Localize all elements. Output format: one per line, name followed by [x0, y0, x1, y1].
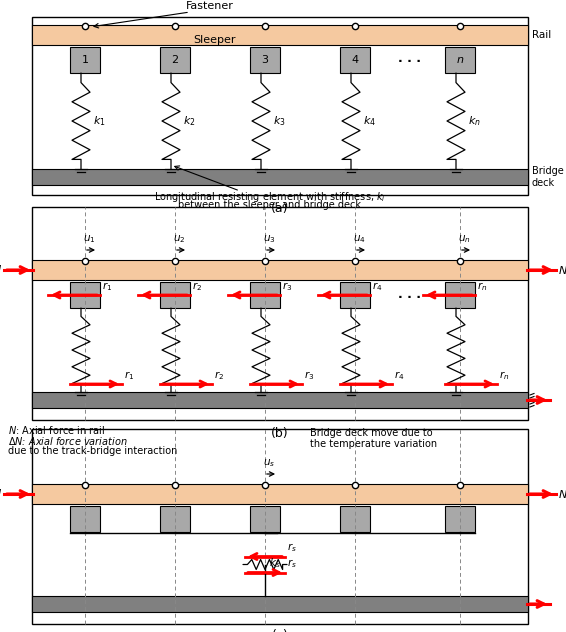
- Text: $r_s$: $r_s$: [287, 542, 297, 554]
- Text: 2: 2: [171, 55, 178, 65]
- Bar: [32, 17, 528, 195]
- Text: Bridge deck move due to: Bridge deck move due to: [310, 428, 432, 438]
- Bar: [32, 207, 528, 420]
- Bar: [32, 596, 528, 612]
- Text: n: n: [457, 55, 464, 65]
- Bar: [340, 506, 370, 532]
- Text: 3: 3: [261, 55, 268, 65]
- Bar: [70, 282, 100, 308]
- Text: (c): (c): [272, 629, 288, 632]
- Text: Fastener: Fastener: [186, 1, 234, 11]
- Text: (a): (a): [271, 202, 289, 215]
- Text: the temperature variation: the temperature variation: [310, 439, 437, 449]
- Text: $N$: $N$: [0, 264, 2, 277]
- Text: $k_s$: $k_s$: [269, 557, 281, 571]
- Text: $k_1$: $k_1$: [93, 114, 106, 128]
- Text: $r_s$: $r_s$: [287, 557, 297, 571]
- Bar: [32, 25, 528, 45]
- Text: $\Delta N$: Axial force variation: $\Delta N$: Axial force variation: [8, 435, 127, 447]
- Text: $r_3$: $r_3$: [282, 280, 292, 293]
- Text: $k_n$: $k_n$: [468, 114, 481, 128]
- Text: Longitudinal resisting element with stiffness, $k_i$: Longitudinal resisting element with stif…: [154, 190, 386, 204]
- Bar: [250, 47, 280, 73]
- Bar: [160, 506, 190, 532]
- Bar: [445, 506, 475, 532]
- Text: $u_1$: $u_1$: [83, 233, 95, 245]
- Text: $r_2$: $r_2$: [192, 280, 202, 293]
- Text: 4: 4: [351, 55, 359, 65]
- Bar: [32, 169, 528, 185]
- Bar: [160, 282, 190, 308]
- Text: $r_4$: $r_4$: [394, 369, 405, 382]
- Text: $r_4$: $r_4$: [372, 280, 383, 293]
- Text: (b): (b): [271, 427, 289, 440]
- Text: $u_3$: $u_3$: [263, 233, 275, 245]
- Text: between the sleeper and bridge deck: between the sleeper and bridge deck: [178, 200, 362, 210]
- Bar: [250, 282, 280, 308]
- Bar: [445, 47, 475, 73]
- Bar: [445, 282, 475, 308]
- Text: $u_s$: $u_s$: [263, 457, 275, 469]
- Text: Bridge
deck: Bridge deck: [532, 166, 564, 188]
- Text: $r_3$: $r_3$: [304, 369, 314, 382]
- Text: $r_n$: $r_n$: [477, 280, 487, 293]
- Text: . . .: . . .: [398, 288, 422, 300]
- Bar: [32, 484, 528, 504]
- Bar: [70, 47, 100, 73]
- Text: . . .: . . .: [398, 52, 422, 66]
- Text: due to the track-bridge interaction: due to the track-bridge interaction: [8, 446, 177, 456]
- Bar: [340, 47, 370, 73]
- Text: $N\!+\!\Delta N$: $N\!+\!\Delta N$: [558, 488, 566, 500]
- Bar: [340, 282, 370, 308]
- Text: $N$: Axial force in rail: $N$: Axial force in rail: [8, 424, 105, 436]
- Text: $r_n$: $r_n$: [499, 369, 509, 382]
- Text: $k_4$: $k_4$: [363, 114, 376, 128]
- Text: $k_3$: $k_3$: [273, 114, 286, 128]
- Bar: [70, 506, 100, 532]
- Text: 1: 1: [82, 55, 88, 65]
- Text: $k_2$: $k_2$: [183, 114, 196, 128]
- Bar: [250, 506, 280, 532]
- Bar: [32, 429, 528, 624]
- Text: $N$: $N$: [0, 487, 2, 501]
- Bar: [160, 47, 190, 73]
- Text: $u_n$: $u_n$: [458, 233, 470, 245]
- Text: $N\!+\!\Delta N$: $N\!+\!\Delta N$: [558, 264, 566, 276]
- Text: $r_1$: $r_1$: [124, 369, 134, 382]
- Text: $r_2$: $r_2$: [214, 369, 224, 382]
- Text: Rail: Rail: [532, 30, 551, 40]
- Text: $r_1$: $r_1$: [102, 280, 112, 293]
- Text: Sleeper: Sleeper: [193, 35, 235, 45]
- Bar: [32, 392, 528, 408]
- Text: $u_2$: $u_2$: [173, 233, 185, 245]
- Text: $u_4$: $u_4$: [353, 233, 366, 245]
- Bar: [32, 260, 528, 280]
